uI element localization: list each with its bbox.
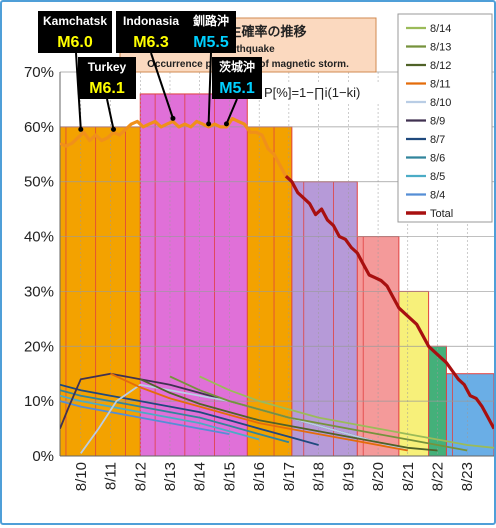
x-tick-label: 8/10 xyxy=(73,462,90,491)
annotation-place: Turkey xyxy=(88,60,127,74)
earthquake-annotations: Kamchatsk M6.0 Indonasia M6.3 釧路沖 M5.5 Turkey M… xyxy=(38,11,262,132)
annotation-place: Kamchatsk xyxy=(43,14,107,28)
series-lines xyxy=(60,116,494,454)
probability-formula: P[%]=1−∏i(1−ki) xyxy=(264,85,360,100)
legend-label: 8/10 xyxy=(430,97,451,109)
legend-label: 8/9 xyxy=(430,116,445,128)
legend-label: 8/7 xyxy=(430,134,445,146)
series-line-8-6 xyxy=(60,389,290,444)
x-tick-label: 8/21 xyxy=(400,462,417,491)
legend-label: Total xyxy=(430,208,453,220)
annotation-magnitude: M5.1 xyxy=(219,80,255,97)
legend-label: 8/11 xyxy=(430,79,451,91)
x-tick-label: 8/16 xyxy=(251,462,268,491)
legend-label: 8/14 xyxy=(430,23,451,35)
annotation-pointer-tip xyxy=(206,121,212,127)
series-line-8-12 xyxy=(139,378,438,452)
formula-box xyxy=(260,82,382,102)
y-tick-label: 50% xyxy=(24,174,54,191)
series-line-8-14 xyxy=(199,375,494,449)
chart-title-line-2: earthquake xyxy=(221,44,275,55)
annotation-magnitude: M6.3 xyxy=(133,34,169,51)
y-tick-label: 60% xyxy=(24,119,54,136)
legend-label: 8/5 xyxy=(430,171,445,183)
x-tick-label: 8/13 xyxy=(162,462,179,491)
annotation-pointer xyxy=(225,98,238,125)
series-line-orange xyxy=(60,116,288,177)
series-line-8-5 xyxy=(60,394,260,441)
annotation-box xyxy=(116,11,186,53)
x-tick-label: 8/11 xyxy=(103,462,120,490)
y-tick-label: 20% xyxy=(24,338,54,355)
y-tick-label: 70% xyxy=(24,64,54,81)
y-tick-label: 10% xyxy=(24,393,54,410)
y-tick-label: 30% xyxy=(24,283,54,300)
series-line-8-11 xyxy=(110,372,408,452)
annotation-box xyxy=(78,57,136,99)
annotation-pointer xyxy=(106,98,115,130)
series-line-8-13 xyxy=(169,375,468,452)
annotation-magnitude: M6.0 xyxy=(57,34,93,51)
legend-label: 8/6 xyxy=(430,153,445,165)
y-tick-label: 0% xyxy=(32,448,54,465)
annotation-box xyxy=(212,57,262,99)
annotation-pointer-tip xyxy=(78,126,84,132)
x-tick-labels: 8/10 8/11 8/12 8/13 8/14 8/15 8/16 8/17 8/18 8/19… xyxy=(73,462,476,491)
legend-label: 8/4 xyxy=(430,190,445,202)
legend-label: 8/13 xyxy=(430,42,451,54)
annotation-pointer xyxy=(150,52,174,119)
series-line-8-4 xyxy=(60,400,230,435)
band-6 xyxy=(139,93,248,456)
annotation-place: 茨城沖 xyxy=(219,59,255,74)
series-line-8-7 xyxy=(60,383,319,446)
annotation-magnitude: M5.5 xyxy=(193,34,229,51)
annotation-pointer-tip xyxy=(223,121,229,127)
annotation-pointer-tip xyxy=(170,115,176,121)
y-tick-label: 40% xyxy=(24,229,54,246)
x-tick-label: 8/17 xyxy=(281,462,298,491)
chart-svg: 0% 10% 20% 30% 40% 50% 60% 70% 8/10 8/11 8/12 8/13… xyxy=(24,11,494,491)
x-tick-label: 8/14 xyxy=(192,462,209,491)
annotation-place: 釧路沖 xyxy=(192,13,229,28)
series-line-Total xyxy=(284,175,494,430)
annotation-pointer xyxy=(207,52,212,124)
annotation-place: Indonasia xyxy=(123,14,179,28)
annotation-magnitude: M6.1 xyxy=(89,80,125,97)
annotation-pointer-tip xyxy=(111,126,117,132)
legend-label: 8/12 xyxy=(430,60,451,72)
legend-box xyxy=(397,13,493,223)
annotation-box xyxy=(186,11,236,53)
annotation-box xyxy=(38,11,112,53)
x-tick-label: 8/20 xyxy=(370,462,387,491)
x-tick-label: 8/15 xyxy=(221,462,238,491)
x-tick-label: 8/22 xyxy=(430,462,447,491)
x-tick-label: 8/18 xyxy=(311,462,328,491)
legend: 8/14 8/13 8/12 8/11 8/10 8/9 8/7 8/6 8/5 8/4 Total xyxy=(406,23,453,220)
y-tick-labels: 0% 10% 20% 30% 40% 50% 60% 70% xyxy=(24,64,54,465)
x-tick-label: 8/19 xyxy=(340,462,357,491)
x-tick-label: 8/23 xyxy=(459,462,476,491)
x-tick-label: 8/12 xyxy=(132,462,149,491)
